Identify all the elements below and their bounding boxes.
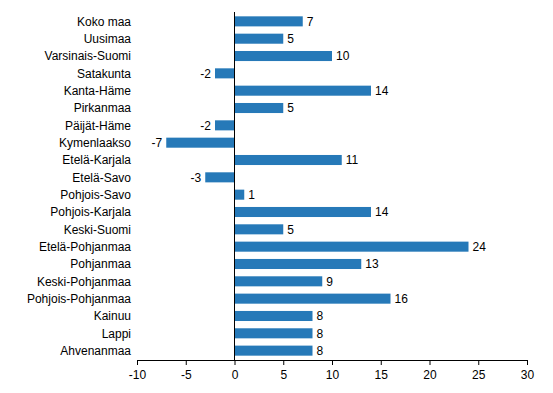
category-label: Kainuu [94,309,131,323]
x-tick-mark [381,360,382,365]
x-tick-label: 5 [280,368,287,382]
bar [235,311,313,321]
data-label: 11 [346,153,359,167]
category-label: Kanta-Häme [64,84,132,98]
plot: -10-5051015202530Koko maaUusimaaVarsinai… [27,12,535,382]
x-tick: 30 [521,360,535,382]
bar [235,16,303,26]
bar [166,138,234,148]
x-tick-mark [235,360,236,365]
data-label: 9 [326,275,333,289]
category-label: Päijät-Häme [65,119,131,133]
x-tick: 10 [326,360,340,382]
data-label: 14 [375,205,389,219]
data-label: -7 [152,136,163,150]
bar [235,207,372,217]
data-label: 5 [287,101,294,115]
x-tick-mark [332,360,333,365]
category-label: Pohjanmaa [70,257,131,271]
zero-line [234,12,235,360]
chart: -10-5051015202530Koko maaUusimaaVarsinai… [0,0,553,393]
category-label: Keski-Pohjanmaa [37,275,131,289]
x-tick-label: -5 [181,368,192,382]
x-tick-label: 15 [375,368,389,382]
x-tick: 15 [375,360,389,382]
category-label: Etelä-Savo [72,171,131,185]
data-label: 8 [317,309,324,323]
data-label: 5 [287,32,294,46]
bar [235,276,323,286]
category-label: Keski-Suomi [64,223,131,237]
bar [235,259,362,269]
bar [235,328,313,338]
x-tick-mark [527,360,528,365]
data-label: 10 [336,49,350,63]
category-label: Koko maa [77,15,131,29]
x-axis-line [138,361,528,366]
x-tick: -10 [129,360,147,382]
category-label: Etelä-Pohjanmaa [39,240,131,254]
category-label: Kymenlaakso [59,136,131,150]
data-label: 24 [473,240,487,254]
x-tick-mark [478,360,479,365]
data-label: 14 [375,84,389,98]
bar [235,155,342,165]
x-axis: -10 -5 0 5 10 15 20 25 30 [129,360,535,382]
category-label: Ahvenanmaa [60,344,131,358]
x-tick-label: 20 [423,368,437,382]
category-label: Pohjois-Savo [60,188,131,202]
data-label: 13 [365,257,379,271]
bar [235,34,284,44]
data-label: -3 [191,171,202,185]
y-axis: Koko maa Uusimaa Varsinais-Suomi Satakunta K… [27,15,131,358]
x-tick: -5 [181,360,192,382]
category-label: Pohjois-Karjala [50,205,131,219]
data-label: 8 [317,344,324,358]
x-tick: 25 [472,360,486,382]
category-label: Etelä-Karjala [62,153,131,167]
bar [205,172,234,182]
category-label: Lappi [102,327,131,341]
bar [235,190,245,200]
x-tick-mark [186,360,187,365]
data-label: -2 [200,67,211,81]
x-tick: 5 [280,360,287,382]
bar [215,68,235,78]
x-tick-label: -10 [129,368,147,382]
bar [235,86,372,96]
category-label: Pohjois-Pohjanmaa [27,292,131,306]
bars [166,16,468,355]
bar [235,103,284,113]
x-tick-mark [283,360,284,365]
x-tick-mark [137,360,138,365]
data-label: 1 [248,188,255,202]
bar [235,224,284,234]
bar [235,346,313,356]
category-label: Varsinais-Suomi [45,49,131,63]
category-label: Uusimaa [84,32,132,46]
x-tick-label: 0 [232,368,239,382]
data-label: -2 [200,119,211,133]
category-label: Pirkanmaa [74,101,132,115]
x-tick: 20 [423,360,437,382]
data-label: 7 [307,15,314,29]
category-label: Satakunta [77,67,131,81]
bar [235,294,391,304]
bar [235,242,469,252]
data-labels: 7510-2145-2-711-311452413916888 [152,15,487,358]
data-label: 5 [287,223,294,237]
data-label: 16 [395,292,409,306]
bar [215,120,235,130]
x-tick: 0 [232,360,239,382]
x-tick-mark [430,360,431,365]
x-tick-label: 30 [521,368,535,382]
x-tick-label: 25 [472,368,486,382]
bar [235,51,333,61]
x-tick-label: 10 [326,368,340,382]
data-label: 8 [317,327,324,341]
